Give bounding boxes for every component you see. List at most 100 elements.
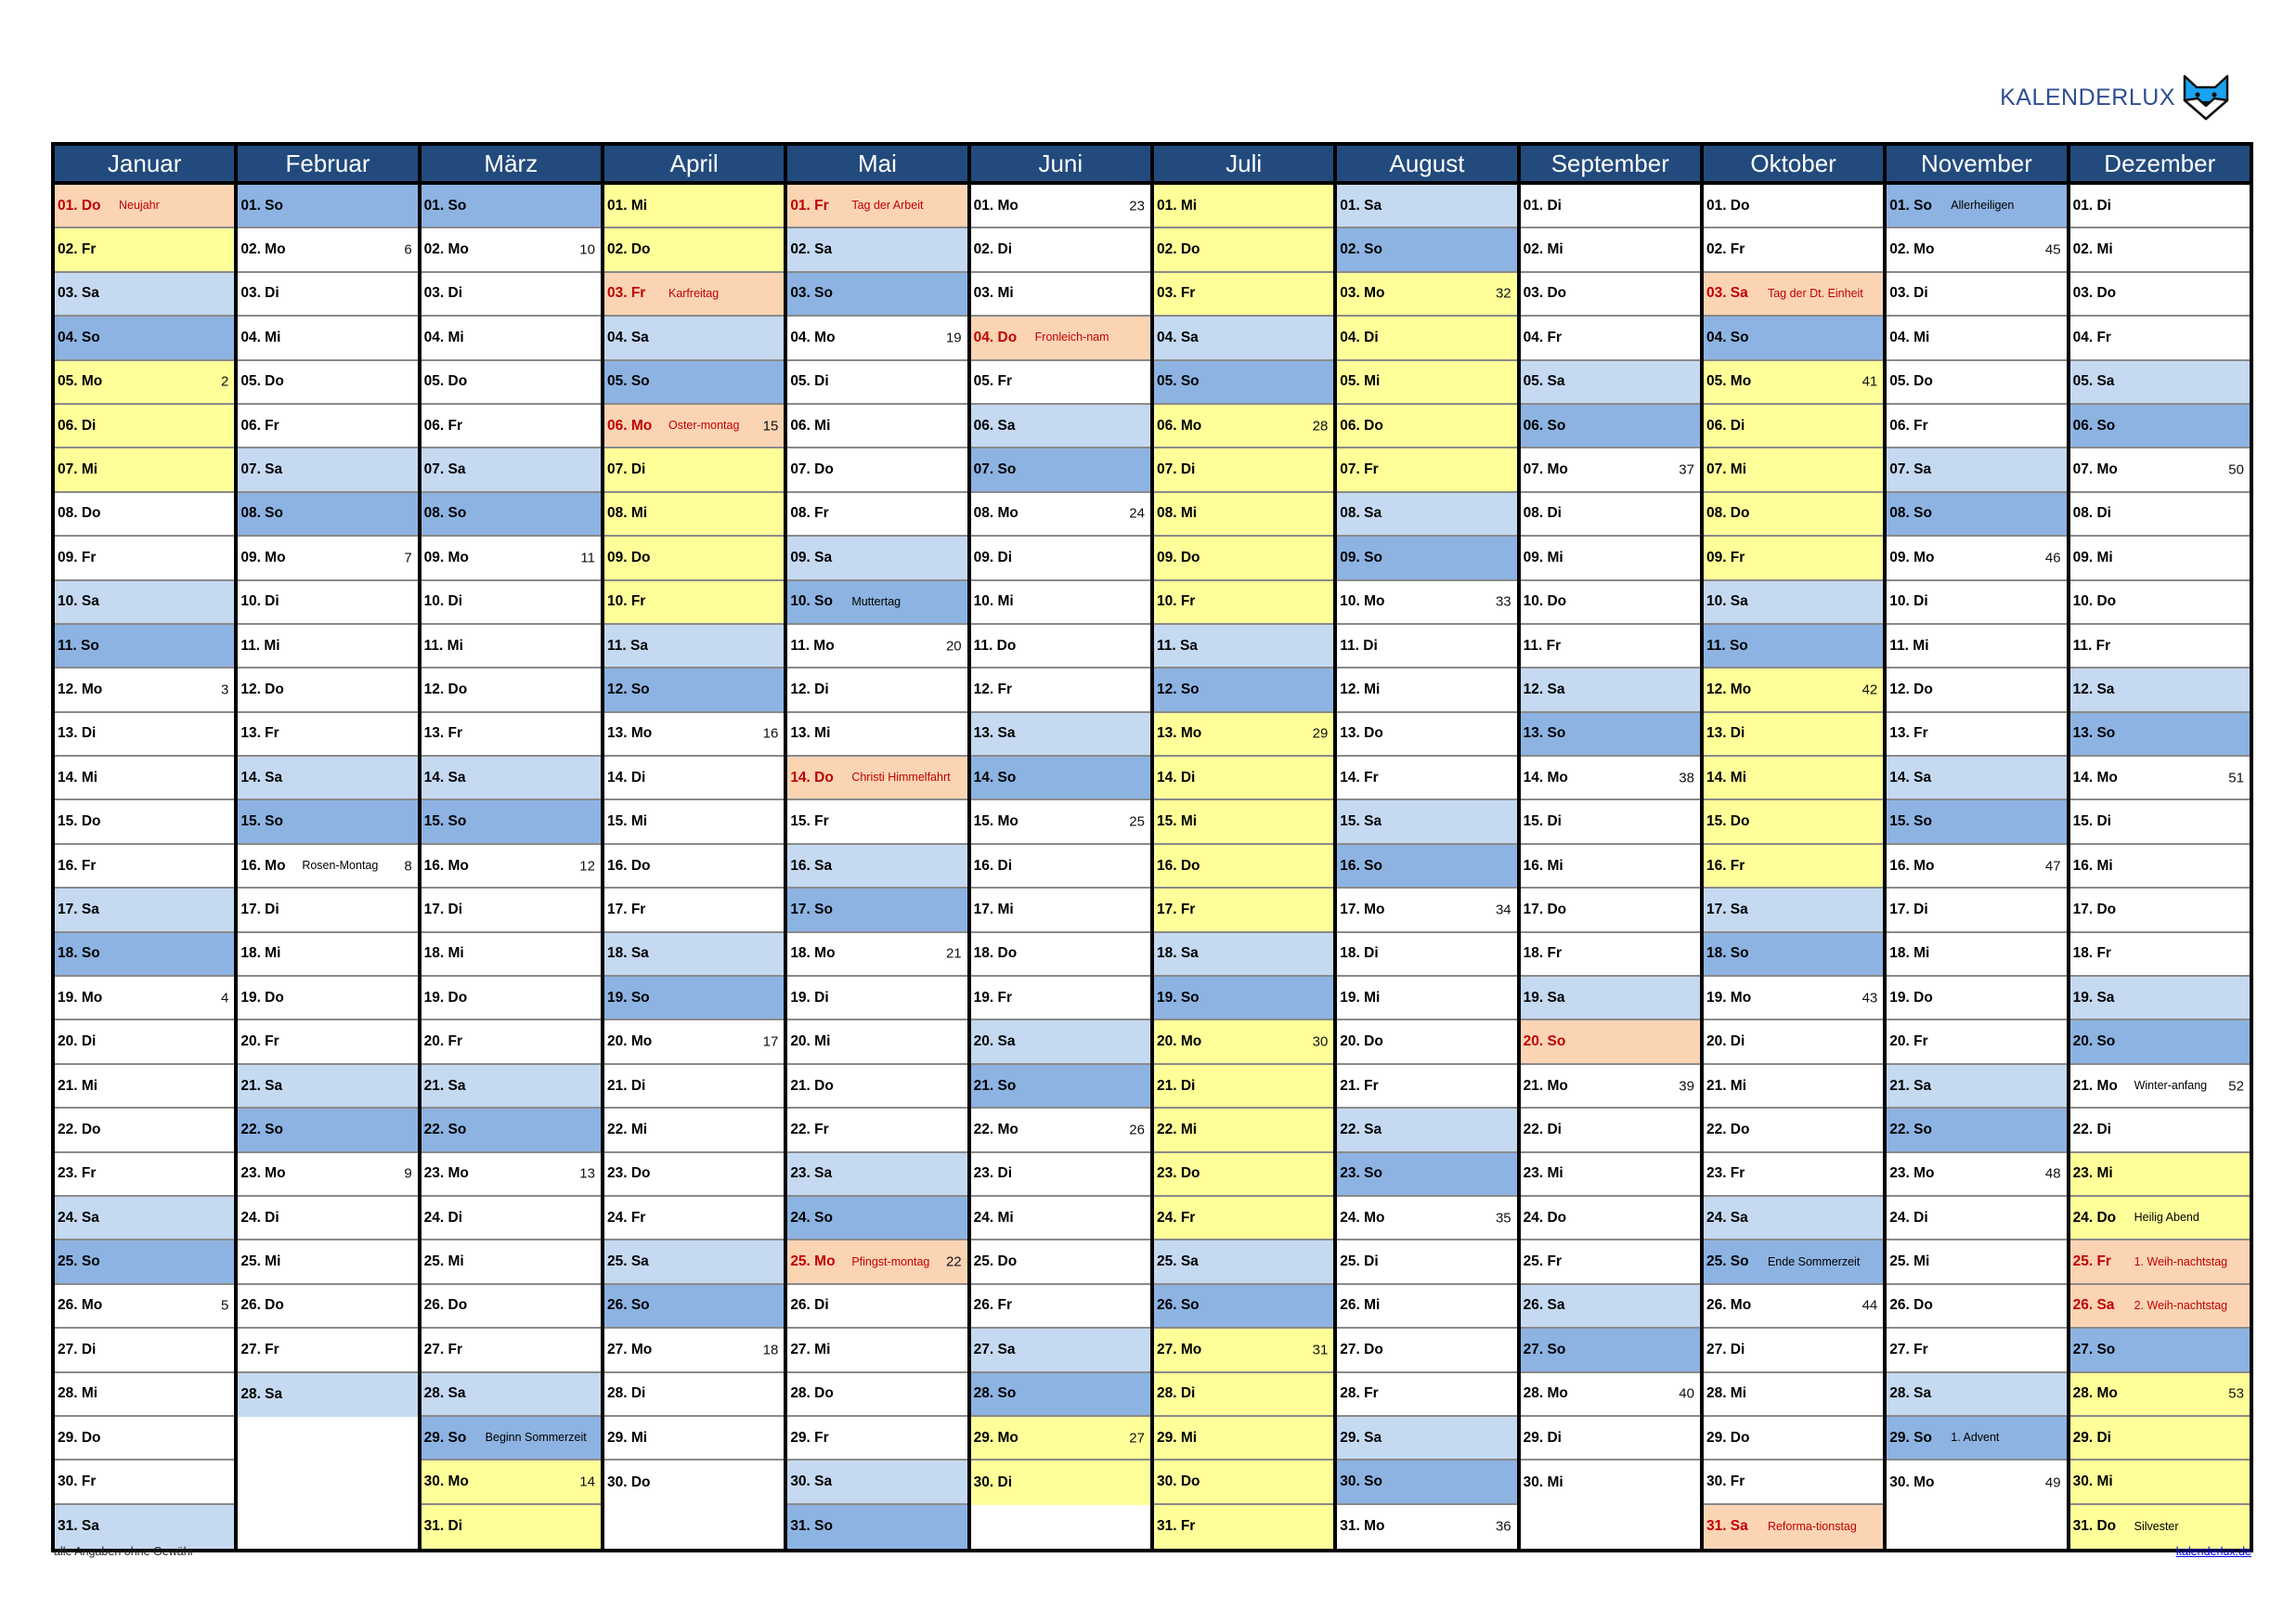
- day-cell[interactable]: 23. So: [1337, 1152, 1517, 1197]
- day-cell[interactable]: 02. Do: [603, 228, 785, 273]
- day-cell[interactable]: 27. Di: [55, 1329, 235, 1373]
- day-cell[interactable]: 16. Sa: [787, 844, 967, 889]
- day-cell[interactable]: 01. Di: [1520, 185, 1700, 229]
- day-cell[interactable]: 23. Mo 9: [238, 1152, 418, 1197]
- day-cell[interactable]: 12. Do: [421, 669, 601, 713]
- day-cell[interactable]: 26. Do: [421, 1284, 601, 1330]
- day-cell[interactable]: 07. Do: [787, 448, 967, 493]
- day-cell[interactable]: 11. Fr: [2069, 624, 2250, 669]
- day-cell[interactable]: 30. Do: [1153, 1461, 1334, 1505]
- day-cell[interactable]: 28. So: [970, 1372, 1150, 1417]
- day-cell[interactable]: 09. Mi: [1520, 537, 1700, 581]
- day-cell[interactable]: 20. Mo 30: [1153, 1020, 1334, 1065]
- day-cell[interactable]: 14. Mo 38: [1520, 757, 1700, 801]
- day-cell[interactable]: 02. Sa: [787, 228, 967, 273]
- day-cell[interactable]: 20. Fr: [421, 1020, 601, 1065]
- day-cell[interactable]: 06. So: [2069, 404, 2250, 449]
- day-cell[interactable]: 25. Sa: [1153, 1240, 1334, 1285]
- day-cell[interactable]: 04. Mi: [1887, 317, 2067, 361]
- day-cell[interactable]: 29. Di: [1520, 1416, 1700, 1461]
- day-cell[interactable]: 19. Sa: [1520, 977, 1700, 1021]
- day-cell[interactable]: 17. Mi: [970, 889, 1150, 933]
- day-cell[interactable]: 03. Mi: [970, 272, 1150, 318]
- day-cell[interactable]: 30. Mo 49: [1887, 1461, 2067, 1505]
- day-cell[interactable]: 27. Mi: [787, 1329, 967, 1373]
- day-cell[interactable]: 06. Mi: [787, 404, 967, 449]
- day-cell[interactable]: 01. So Allerheiligen: [1887, 185, 2067, 229]
- day-cell[interactable]: 02. Fr: [55, 228, 235, 273]
- day-cell[interactable]: 12. Do: [238, 669, 418, 713]
- day-cell[interactable]: 19. So: [1153, 977, 1334, 1021]
- day-cell[interactable]: 31. Fr: [1153, 1504, 1334, 1550]
- day-cell[interactable]: 22. Sa: [1337, 1109, 1517, 1153]
- day-cell[interactable]: 22. So: [1887, 1109, 2067, 1153]
- day-cell[interactable]: 07. Mo 50: [2069, 448, 2250, 493]
- day-cell[interactable]: 23. Do: [603, 1152, 785, 1197]
- day-cell[interactable]: 02. Mo 6: [238, 228, 418, 273]
- day-cell[interactable]: 14. Fr: [1337, 757, 1517, 801]
- day-cell[interactable]: 02. Mi: [2069, 228, 2250, 273]
- day-cell[interactable]: 03. Di: [1887, 272, 2067, 318]
- day-cell[interactable]: 06. Fr: [1887, 404, 2067, 449]
- day-cell[interactable]: 28. Sa: [421, 1372, 601, 1417]
- day-cell[interactable]: 09. Mo 11: [421, 537, 601, 581]
- day-cell[interactable]: 01. Do Neujahr: [55, 185, 235, 229]
- day-cell[interactable]: 18. Mi: [1887, 932, 2067, 978]
- day-cell[interactable]: 08. Di: [1520, 492, 1700, 538]
- day-cell[interactable]: 13. Di: [55, 712, 235, 758]
- day-cell[interactable]: 23. Mi: [1520, 1152, 1700, 1197]
- day-cell[interactable]: 08. So: [1887, 492, 2067, 538]
- day-cell[interactable]: 09. Fr: [55, 537, 235, 581]
- day-cell[interactable]: 14. Mi: [55, 757, 235, 801]
- day-cell[interactable]: 11. Mi: [1887, 624, 2067, 669]
- day-cell[interactable]: 19. Mo 4: [55, 977, 235, 1021]
- day-cell[interactable]: 07. Sa: [1887, 448, 2067, 493]
- day-cell[interactable]: 01. Di: [2069, 185, 2250, 229]
- day-cell[interactable]: 17. Di: [238, 889, 418, 933]
- day-cell[interactable]: 18. Mo 21: [787, 932, 967, 978]
- day-cell[interactable]: 16. Mi: [1520, 844, 1700, 889]
- day-cell[interactable]: 15. So: [421, 800, 601, 845]
- day-cell[interactable]: 21. Mo Winter-anfang 52: [2069, 1064, 2250, 1110]
- day-cell[interactable]: 11. Sa: [603, 624, 785, 669]
- day-cell[interactable]: 21. Mi: [1703, 1064, 1884, 1110]
- day-cell[interactable]: 24. Sa: [55, 1196, 235, 1241]
- day-cell[interactable]: 03. Do: [1520, 272, 1700, 318]
- day-cell[interactable]: 15. Di: [2069, 800, 2250, 845]
- day-cell[interactable]: 29. Do: [1703, 1416, 1884, 1461]
- day-cell[interactable]: 15. Fr: [787, 800, 967, 845]
- day-cell[interactable]: 17. Fr: [603, 889, 785, 933]
- day-cell[interactable]: 27. Sa: [970, 1329, 1150, 1373]
- day-cell[interactable]: 05. Do: [421, 360, 601, 405]
- day-cell[interactable]: 30. Do: [603, 1461, 785, 1505]
- day-cell[interactable]: 22. Do: [1703, 1109, 1884, 1153]
- day-cell[interactable]: 05. So: [1153, 360, 1334, 405]
- day-cell[interactable]: 03. Sa: [55, 272, 235, 318]
- day-cell[interactable]: 10. Fr: [1153, 580, 1334, 625]
- day-cell[interactable]: 02. So: [1337, 228, 1517, 273]
- day-cell[interactable]: 26. Di: [787, 1284, 967, 1330]
- day-cell[interactable]: 13. So: [2069, 712, 2250, 758]
- day-cell[interactable]: 12. Mo 3: [55, 669, 235, 713]
- day-cell[interactable]: 14. Sa: [238, 757, 418, 801]
- day-cell[interactable]: 26. Fr: [970, 1284, 1150, 1330]
- day-cell[interactable]: 20. Mi: [787, 1020, 967, 1065]
- day-cell[interactable]: 10. Di: [1887, 580, 2067, 625]
- day-cell[interactable]: 25. Mi: [238, 1240, 418, 1285]
- day-cell[interactable]: 25. Mi: [1887, 1240, 2067, 1285]
- day-cell[interactable]: 17. Do: [2069, 889, 2250, 933]
- day-cell[interactable]: 26. Sa 2. Weih-nachtstag: [2069, 1284, 2250, 1330]
- day-cell[interactable]: 21. Sa: [238, 1064, 418, 1110]
- day-cell[interactable]: 07. Di: [603, 448, 785, 493]
- day-cell[interactable]: 03. Sa Tag der Dt. Einheit: [1703, 272, 1884, 318]
- day-cell[interactable]: 11. Mi: [421, 624, 601, 669]
- day-cell[interactable]: 20. Do: [1337, 1020, 1517, 1065]
- day-cell[interactable]: 11. Mo 20: [787, 624, 967, 669]
- day-cell[interactable]: 30. Fr: [1703, 1461, 1884, 1505]
- day-cell[interactable]: 07. Mi: [55, 448, 235, 493]
- day-cell[interactable]: 20. So: [2069, 1020, 2250, 1065]
- day-cell[interactable]: 17. Di: [1887, 889, 2067, 933]
- day-cell[interactable]: 31. Do Silvester: [2069, 1504, 2250, 1550]
- day-cell[interactable]: 13. Do: [1337, 712, 1517, 758]
- day-cell[interactable]: 25. Fr 1. Weih-nachtstag: [2069, 1240, 2250, 1285]
